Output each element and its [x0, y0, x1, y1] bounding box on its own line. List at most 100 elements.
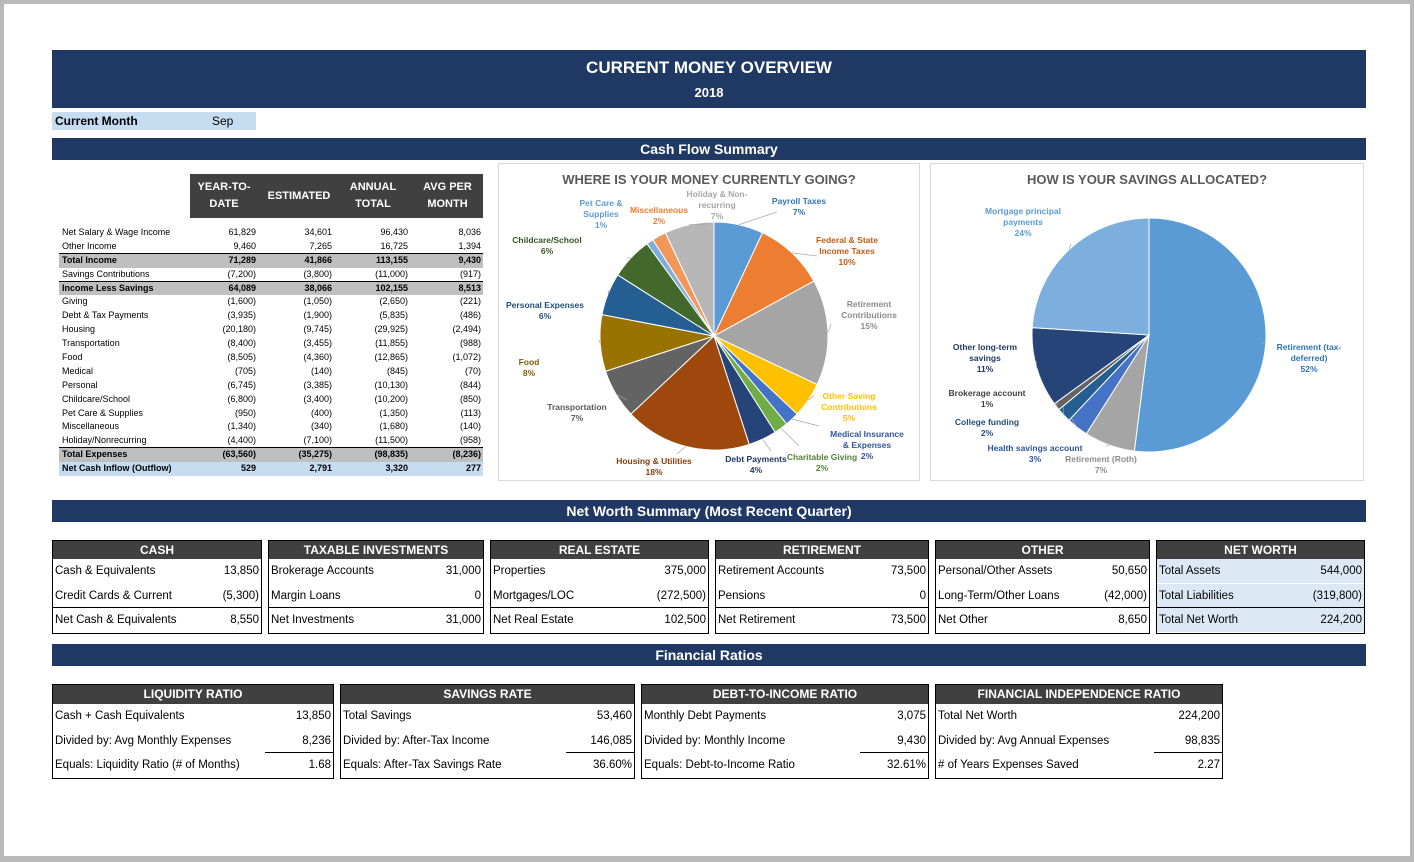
box-row-value[interactable]: 1.68	[308, 759, 331, 771]
row-value[interactable]: (950)	[234, 407, 256, 418]
row-value[interactable]: (1,900)	[303, 310, 332, 321]
row-value[interactable]: (917)	[459, 268, 481, 279]
box-row-value[interactable]: 9,430	[897, 734, 926, 747]
row-value[interactable]: 64,089	[228, 282, 256, 293]
box-row-value[interactable]: 31,000	[445, 565, 481, 577]
row-value[interactable]: (2,650)	[379, 296, 408, 307]
pie-slice[interactable]	[712, 232, 815, 338]
row-value[interactable]: 34,601	[304, 227, 332, 237]
box-row-value[interactable]: 0	[474, 589, 481, 602]
box-row-value[interactable]: 73,500	[890, 565, 926, 577]
row-value[interactable]: (3,455)	[303, 338, 332, 349]
row-value[interactable]: (8,400)	[227, 338, 256, 349]
row-value[interactable]: (6,745)	[227, 379, 256, 390]
row-value[interactable]: (845)	[386, 365, 408, 376]
row-value[interactable]: 2,791	[309, 463, 332, 474]
row-value[interactable]: (3,385)	[303, 379, 332, 390]
row-value[interactable]: (12,865)	[374, 352, 408, 363]
box-row-value[interactable]: 8,550	[230, 614, 259, 626]
row-value[interactable]: 41,866	[304, 254, 332, 265]
row-value[interactable]: (98,835)	[374, 449, 408, 460]
row-value[interactable]: 9,430	[458, 254, 481, 265]
row-value[interactable]: (3,800)	[303, 268, 332, 279]
row-value[interactable]: 3,320	[385, 463, 408, 474]
pie-slice[interactable]	[712, 280, 829, 386]
row-value[interactable]: (29,925)	[374, 324, 408, 335]
row-value[interactable]: (221)	[459, 296, 481, 307]
row-value[interactable]: (113)	[460, 407, 481, 418]
box-row-value[interactable]: 544,000	[1320, 565, 1362, 577]
box-row-value[interactable]: 2.27	[1197, 759, 1220, 771]
box-row-value[interactable]: 50,650	[1111, 565, 1147, 577]
box-row-value[interactable]: 146,085	[590, 734, 632, 747]
pie-slice[interactable]	[1031, 217, 1150, 336]
row-value[interactable]: (4,360)	[303, 352, 332, 363]
box-row-value[interactable]: (319,800)	[1312, 589, 1362, 602]
box-row-value[interactable]: 36.60%	[592, 759, 632, 771]
row-value[interactable]: (2,494)	[452, 324, 481, 335]
box-row-value[interactable]: (42,000)	[1104, 589, 1147, 602]
row-value[interactable]: (1,680)	[379, 421, 408, 432]
row-value[interactable]: (4,400)	[227, 435, 256, 446]
row-value[interactable]: (11,500)	[375, 435, 408, 446]
box-row-value[interactable]: 13,850	[223, 565, 259, 577]
box-row-value[interactable]: 98,835	[1184, 734, 1220, 747]
row-value[interactable]: (10,200)	[374, 393, 408, 404]
row-value[interactable]: (8,505)	[227, 352, 256, 363]
row-value[interactable]: 102,155	[375, 282, 408, 293]
row-value[interactable]: 7,265	[309, 240, 332, 251]
row-value[interactable]: (340)	[310, 421, 332, 432]
row-value[interactable]: (3,400)	[303, 393, 332, 404]
row-value[interactable]: (958)	[459, 435, 481, 446]
row-value[interactable]: 96,430	[380, 227, 408, 237]
box-row-value[interactable]: 32.61%	[886, 759, 926, 771]
box-row-value[interactable]: 13,850	[295, 710, 331, 722]
row-value[interactable]: 529	[240, 463, 256, 474]
row-value[interactable]: 8,036	[458, 227, 481, 237]
row-value[interactable]: (1,072)	[452, 352, 481, 363]
row-value[interactable]: (6,800)	[227, 393, 256, 404]
row-value[interactable]: (70)	[464, 365, 481, 376]
box-row-value[interactable]: 224,200	[1320, 614, 1362, 626]
row-value[interactable]: 277	[465, 463, 481, 474]
row-value[interactable]: (5,835)	[379, 310, 408, 321]
row-value[interactable]: (10,130)	[374, 379, 408, 390]
row-value[interactable]: (1,340)	[227, 421, 256, 432]
row-value[interactable]: (7,200)	[227, 268, 256, 279]
box-row-value[interactable]: 375,000	[664, 565, 706, 577]
row-value[interactable]: 8,513	[458, 282, 481, 293]
box-row-value[interactable]: 8,236	[302, 734, 331, 747]
row-value[interactable]: (20,180)	[222, 324, 256, 335]
row-value[interactable]: (140)	[459, 421, 481, 432]
row-value[interactable]: (844)	[459, 379, 481, 390]
row-value[interactable]: (7,100)	[303, 435, 332, 446]
row-value[interactable]: (11,000)	[375, 268, 408, 279]
box-row-value[interactable]: (5,300)	[222, 589, 259, 602]
row-value[interactable]: 16,725	[380, 240, 408, 251]
row-value[interactable]: (1,600)	[227, 296, 256, 307]
box-row-value[interactable]: 8,650	[1118, 614, 1147, 626]
row-value[interactable]: (705)	[234, 365, 256, 376]
row-value[interactable]: 61,829	[228, 227, 256, 237]
row-value[interactable]: (486)	[459, 310, 481, 321]
row-value[interactable]: (9,745)	[303, 324, 332, 335]
row-value[interactable]: (988)	[459, 338, 481, 349]
row-value[interactable]: (8,236)	[452, 449, 481, 460]
row-value[interactable]: (400)	[310, 407, 332, 418]
row-value[interactable]: (11,855)	[375, 338, 408, 349]
current-month-value[interactable]: Sep	[212, 114, 234, 128]
row-value[interactable]: 71,289	[228, 254, 256, 265]
pie-slice[interactable]	[664, 221, 715, 337]
box-row-value[interactable]: 3,075	[897, 710, 926, 722]
box-row-value[interactable]: 102,500	[664, 614, 706, 626]
row-value[interactable]: 9,460	[233, 240, 256, 251]
row-value[interactable]: 1,394	[458, 240, 481, 251]
pie-slice[interactable]	[1133, 217, 1267, 453]
row-value[interactable]: (1,050)	[303, 296, 332, 307]
row-value[interactable]: (35,275)	[298, 449, 332, 460]
row-value[interactable]: (3,935)	[227, 310, 256, 321]
box-row-value[interactable]: 31,000	[445, 614, 481, 626]
row-value[interactable]: 113,155	[375, 254, 408, 265]
box-row-value[interactable]: 224,200	[1178, 710, 1220, 722]
box-row-value[interactable]: 73,500	[890, 614, 926, 626]
